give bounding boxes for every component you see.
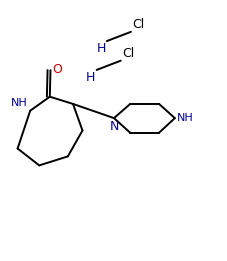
Text: H: H (86, 71, 95, 84)
Text: Cl: Cl (131, 18, 144, 31)
Text: H: H (96, 42, 105, 55)
Text: O: O (52, 63, 62, 75)
Text: NH: NH (11, 98, 28, 108)
Text: NH: NH (176, 113, 193, 123)
Text: Cl: Cl (121, 46, 133, 60)
Text: N: N (109, 120, 118, 133)
